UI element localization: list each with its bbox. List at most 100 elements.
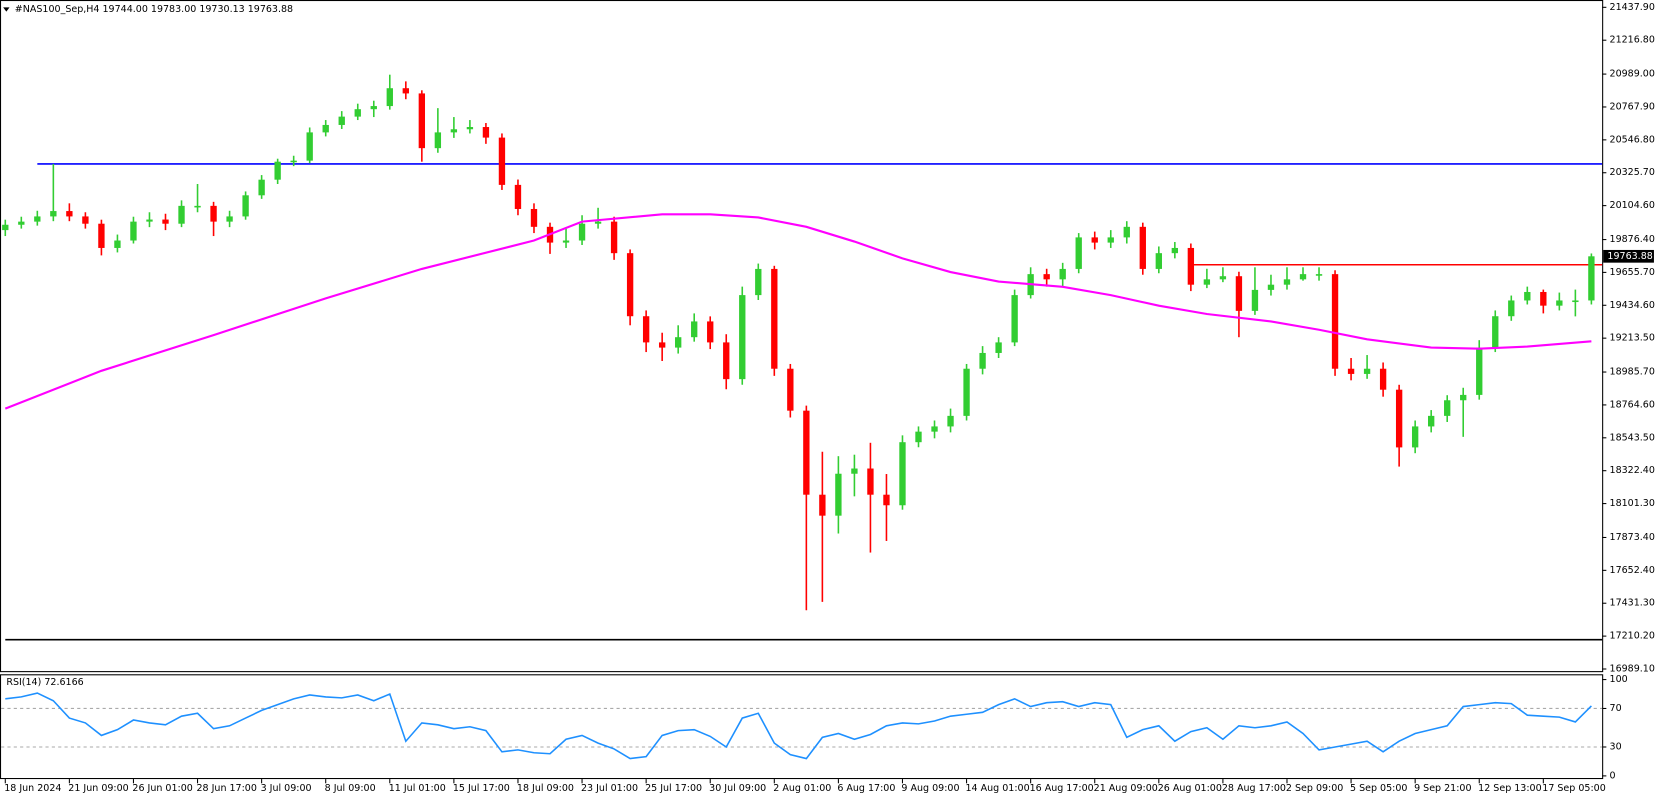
candle-body — [306, 132, 313, 161]
y-tick-label: 18985.70 — [1610, 367, 1655, 378]
x-tick-label: 25 Jul 17:00 — [645, 783, 702, 794]
candle-body — [1460, 394, 1467, 401]
candle-body — [819, 494, 826, 516]
candle-body — [50, 211, 57, 217]
x-tick-label: 2 Sep 09:00 — [1286, 783, 1343, 794]
candle-body — [1540, 291, 1547, 306]
candle-body — [242, 195, 249, 217]
x-tick-label: 23 Jul 01:00 — [581, 783, 638, 794]
candle-body — [1476, 347, 1483, 395]
y-tick-label: 17873.40 — [1610, 532, 1655, 543]
candle-body — [1444, 400, 1451, 416]
main-panel-frame — [0, 0, 1604, 673]
candle-body — [626, 253, 634, 317]
x-tick-label: 21 Aug 09:00 — [1094, 783, 1158, 794]
candle-body — [947, 415, 954, 427]
candle-body — [642, 316, 650, 343]
candle-body — [1155, 253, 1162, 269]
candle-body — [226, 216, 233, 222]
candle-body — [578, 223, 586, 241]
candle-body — [354, 109, 361, 117]
candle-body — [146, 219, 153, 222]
candle-body — [771, 268, 778, 369]
y-tick-label: 18101.30 — [1610, 498, 1655, 509]
candle-body — [482, 127, 490, 138]
candle-body — [18, 221, 25, 225]
collapse-icon — [3, 7, 10, 12]
candle-body — [1139, 226, 1146, 269]
candle-body — [658, 342, 666, 348]
y-tick-label: 17210.20 — [1610, 631, 1655, 642]
x-tick-label: 18 Jul 09:00 — [517, 783, 574, 794]
candle-body — [835, 473, 842, 516]
candle-body — [931, 426, 938, 432]
candle-body — [1203, 279, 1211, 285]
candle-body — [1011, 295, 1018, 343]
x-tick-label: 3 Jul 09:00 — [261, 783, 312, 794]
candle-body — [434, 132, 442, 149]
y-tick-label: 20989.00 — [1610, 69, 1655, 80]
candle-body — [402, 88, 409, 94]
candle-body — [851, 468, 858, 474]
candle-body — [899, 442, 906, 506]
rsi-tick-label: 70 — [1610, 703, 1622, 714]
candle-body — [162, 219, 169, 224]
y-tick-label: 21216.80 — [1610, 35, 1655, 46]
y-tick-label: 20546.80 — [1610, 134, 1655, 145]
candle-body — [274, 161, 281, 180]
y-tick-label: 19655.70 — [1610, 267, 1655, 278]
candle-body — [963, 368, 970, 416]
x-tick-label: 5 Sep 05:00 — [1350, 783, 1407, 794]
candle-body — [739, 295, 746, 380]
x-tick-label: 11 Jul 01:00 — [389, 783, 446, 794]
y-tick-label: 18543.50 — [1610, 432, 1655, 443]
x-tick-label: 18 Jun 2024 — [4, 783, 61, 794]
y-tick-label: 21437.90 — [1610, 2, 1655, 13]
rsi-tick-label: 30 — [1610, 741, 1622, 752]
candle-body — [883, 494, 890, 506]
x-tick-label: 16 Aug 17:00 — [1030, 783, 1094, 794]
candle-body — [418, 93, 426, 149]
candle-body — [979, 352, 986, 369]
x-tick-label: 30 Jul 09:00 — [709, 783, 766, 794]
candle-body — [1299, 274, 1307, 280]
x-tick-label: 9 Sep 21:00 — [1414, 783, 1471, 794]
candle-body — [1107, 237, 1114, 243]
candle-body — [1492, 316, 1499, 348]
candle-body — [1411, 426, 1419, 448]
candle-body — [1251, 289, 1259, 311]
candle-body — [258, 179, 265, 196]
candle-body — [1395, 389, 1403, 448]
y-tick-label: 16989.10 — [1610, 663, 1655, 674]
candle-body — [1315, 274, 1323, 276]
rsi-panel-frame — [0, 674, 1604, 780]
candle-body — [1171, 247, 1179, 254]
chart-title: #NAS100_Sep,H4 19744.00 19783.00 19730.1… — [15, 4, 293, 15]
candle-body — [98, 223, 105, 248]
candle-body — [755, 268, 762, 296]
candle-body — [1043, 274, 1050, 280]
x-tick-label: 9 Aug 09:00 — [901, 783, 959, 794]
candle-body — [66, 211, 73, 217]
candle-body — [1091, 237, 1098, 243]
x-tick-label: 28 Aug 17:00 — [1222, 783, 1286, 794]
candle-body — [178, 205, 185, 224]
x-tick-label: 17 Sep 05:00 — [1542, 783, 1605, 794]
candle-body — [370, 106, 377, 110]
candle-body — [114, 240, 121, 248]
y-tick-label: 20104.60 — [1610, 200, 1655, 211]
candle-body — [1331, 274, 1339, 369]
candle-body — [675, 337, 682, 348]
candle-body — [1556, 300, 1563, 306]
x-tick-label: 14 Aug 01:00 — [966, 783, 1030, 794]
y-tick-label: 18764.60 — [1610, 399, 1655, 410]
rsi-tick-label: 100 — [1610, 674, 1628, 685]
candle-body — [707, 321, 714, 343]
rsi-title: RSI(14) 72.6166 — [6, 677, 83, 688]
x-tick-label: 6 Aug 17:00 — [837, 783, 895, 794]
x-tick-label: 8 Jul 09:00 — [325, 783, 376, 794]
candle-body — [194, 205, 201, 208]
candle-body — [867, 468, 874, 495]
candle-body — [1187, 247, 1195, 285]
candle-body — [803, 410, 810, 495]
